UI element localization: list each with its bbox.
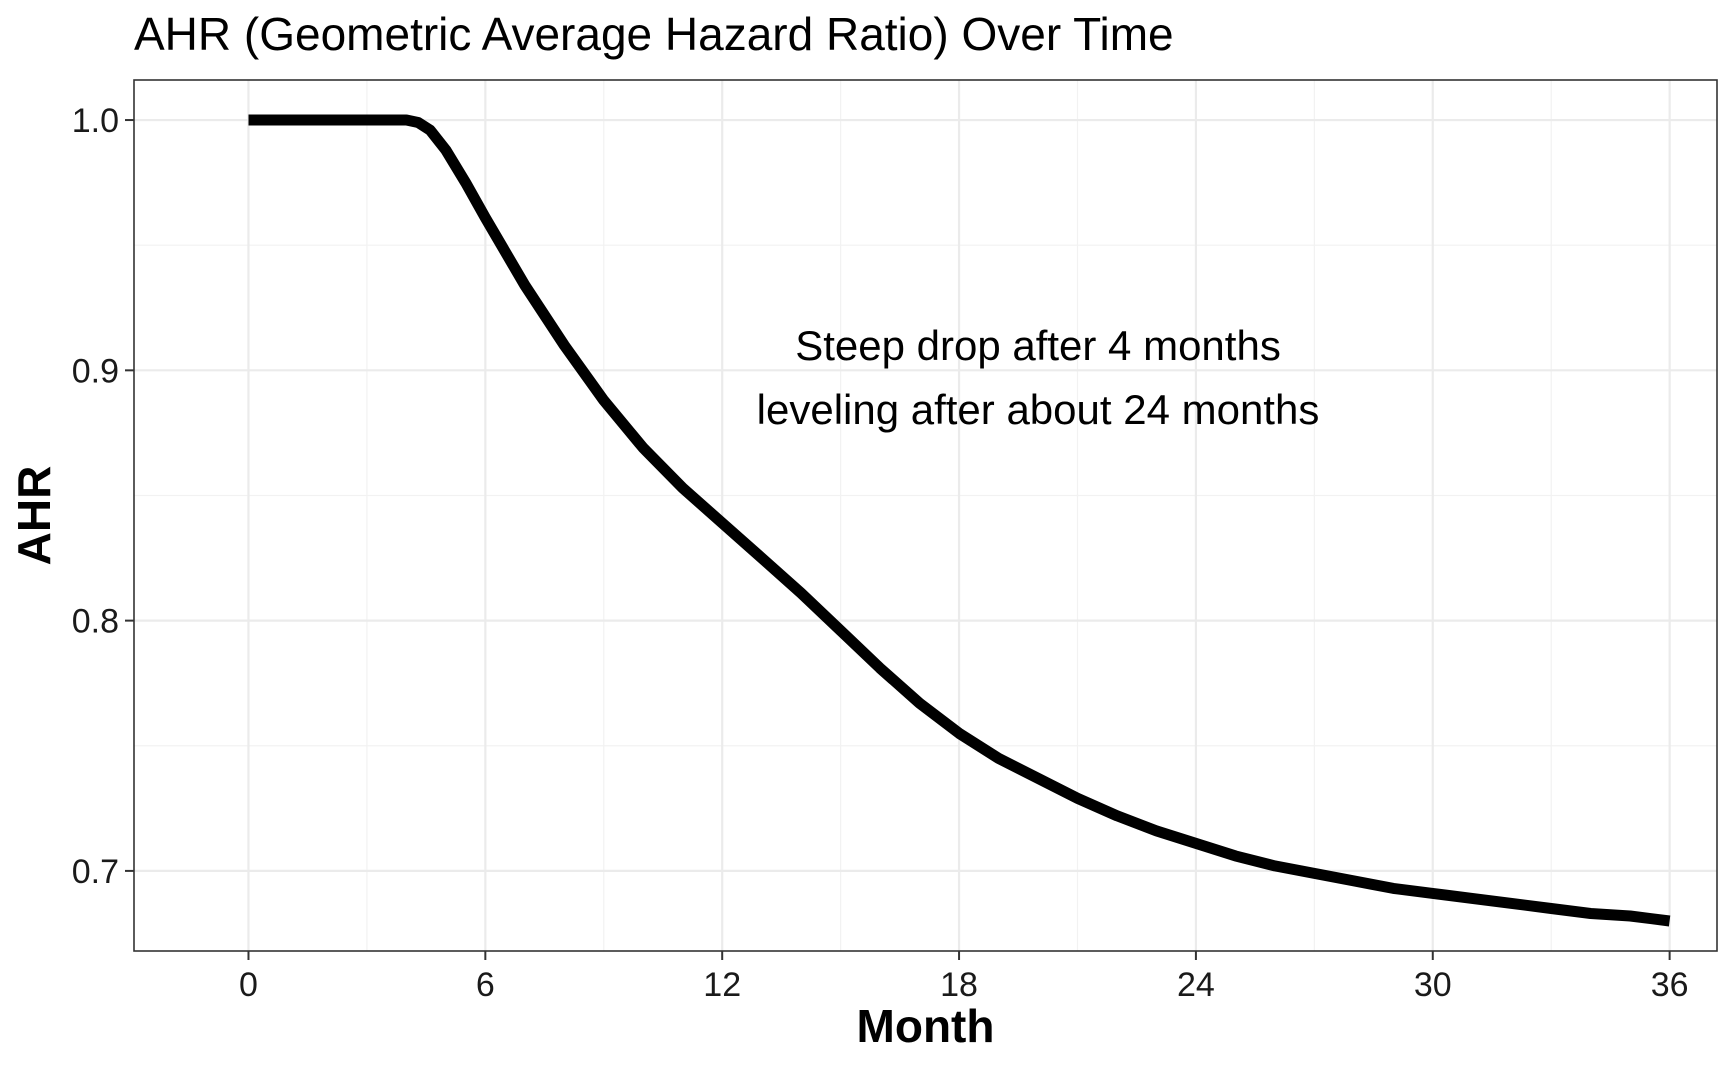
x-tick-label: 18 [940,966,978,1004]
x-tick-label: 36 [1651,966,1689,1004]
data-series [248,114,1671,927]
y-tick-label: 0.8 [72,603,119,641]
grid-lines [134,80,1717,951]
y-tick-label: 0.7 [72,853,119,891]
axis-ticks: 0 6 12 18 24 30 36 0.7 0.8 0.9 1.0 [72,102,1689,1004]
chart-title: AHR (Geometric Average Hazard Ratio) Ove… [134,8,1174,60]
annotation-line: Steep drop after 4 months [795,322,1281,369]
y-axis-title: AHR [8,466,60,566]
ahr-series-line [248,114,1671,927]
x-tick-label: 12 [703,966,741,1004]
x-tick-label: 24 [1177,966,1215,1004]
plot-panel-border [133,79,1718,952]
annotation-line: leveling after about 24 months [757,386,1320,433]
annotation: Steep drop after 4 months leveling after … [757,322,1320,433]
x-tick-label: 6 [476,966,495,1004]
x-tick-label: 30 [1414,966,1452,1004]
x-tick-label: 0 [239,966,258,1004]
y-tick-label: 1.0 [72,102,119,140]
y-tick-label: 0.9 [72,352,119,390]
x-axis-title: Month [857,1000,995,1052]
